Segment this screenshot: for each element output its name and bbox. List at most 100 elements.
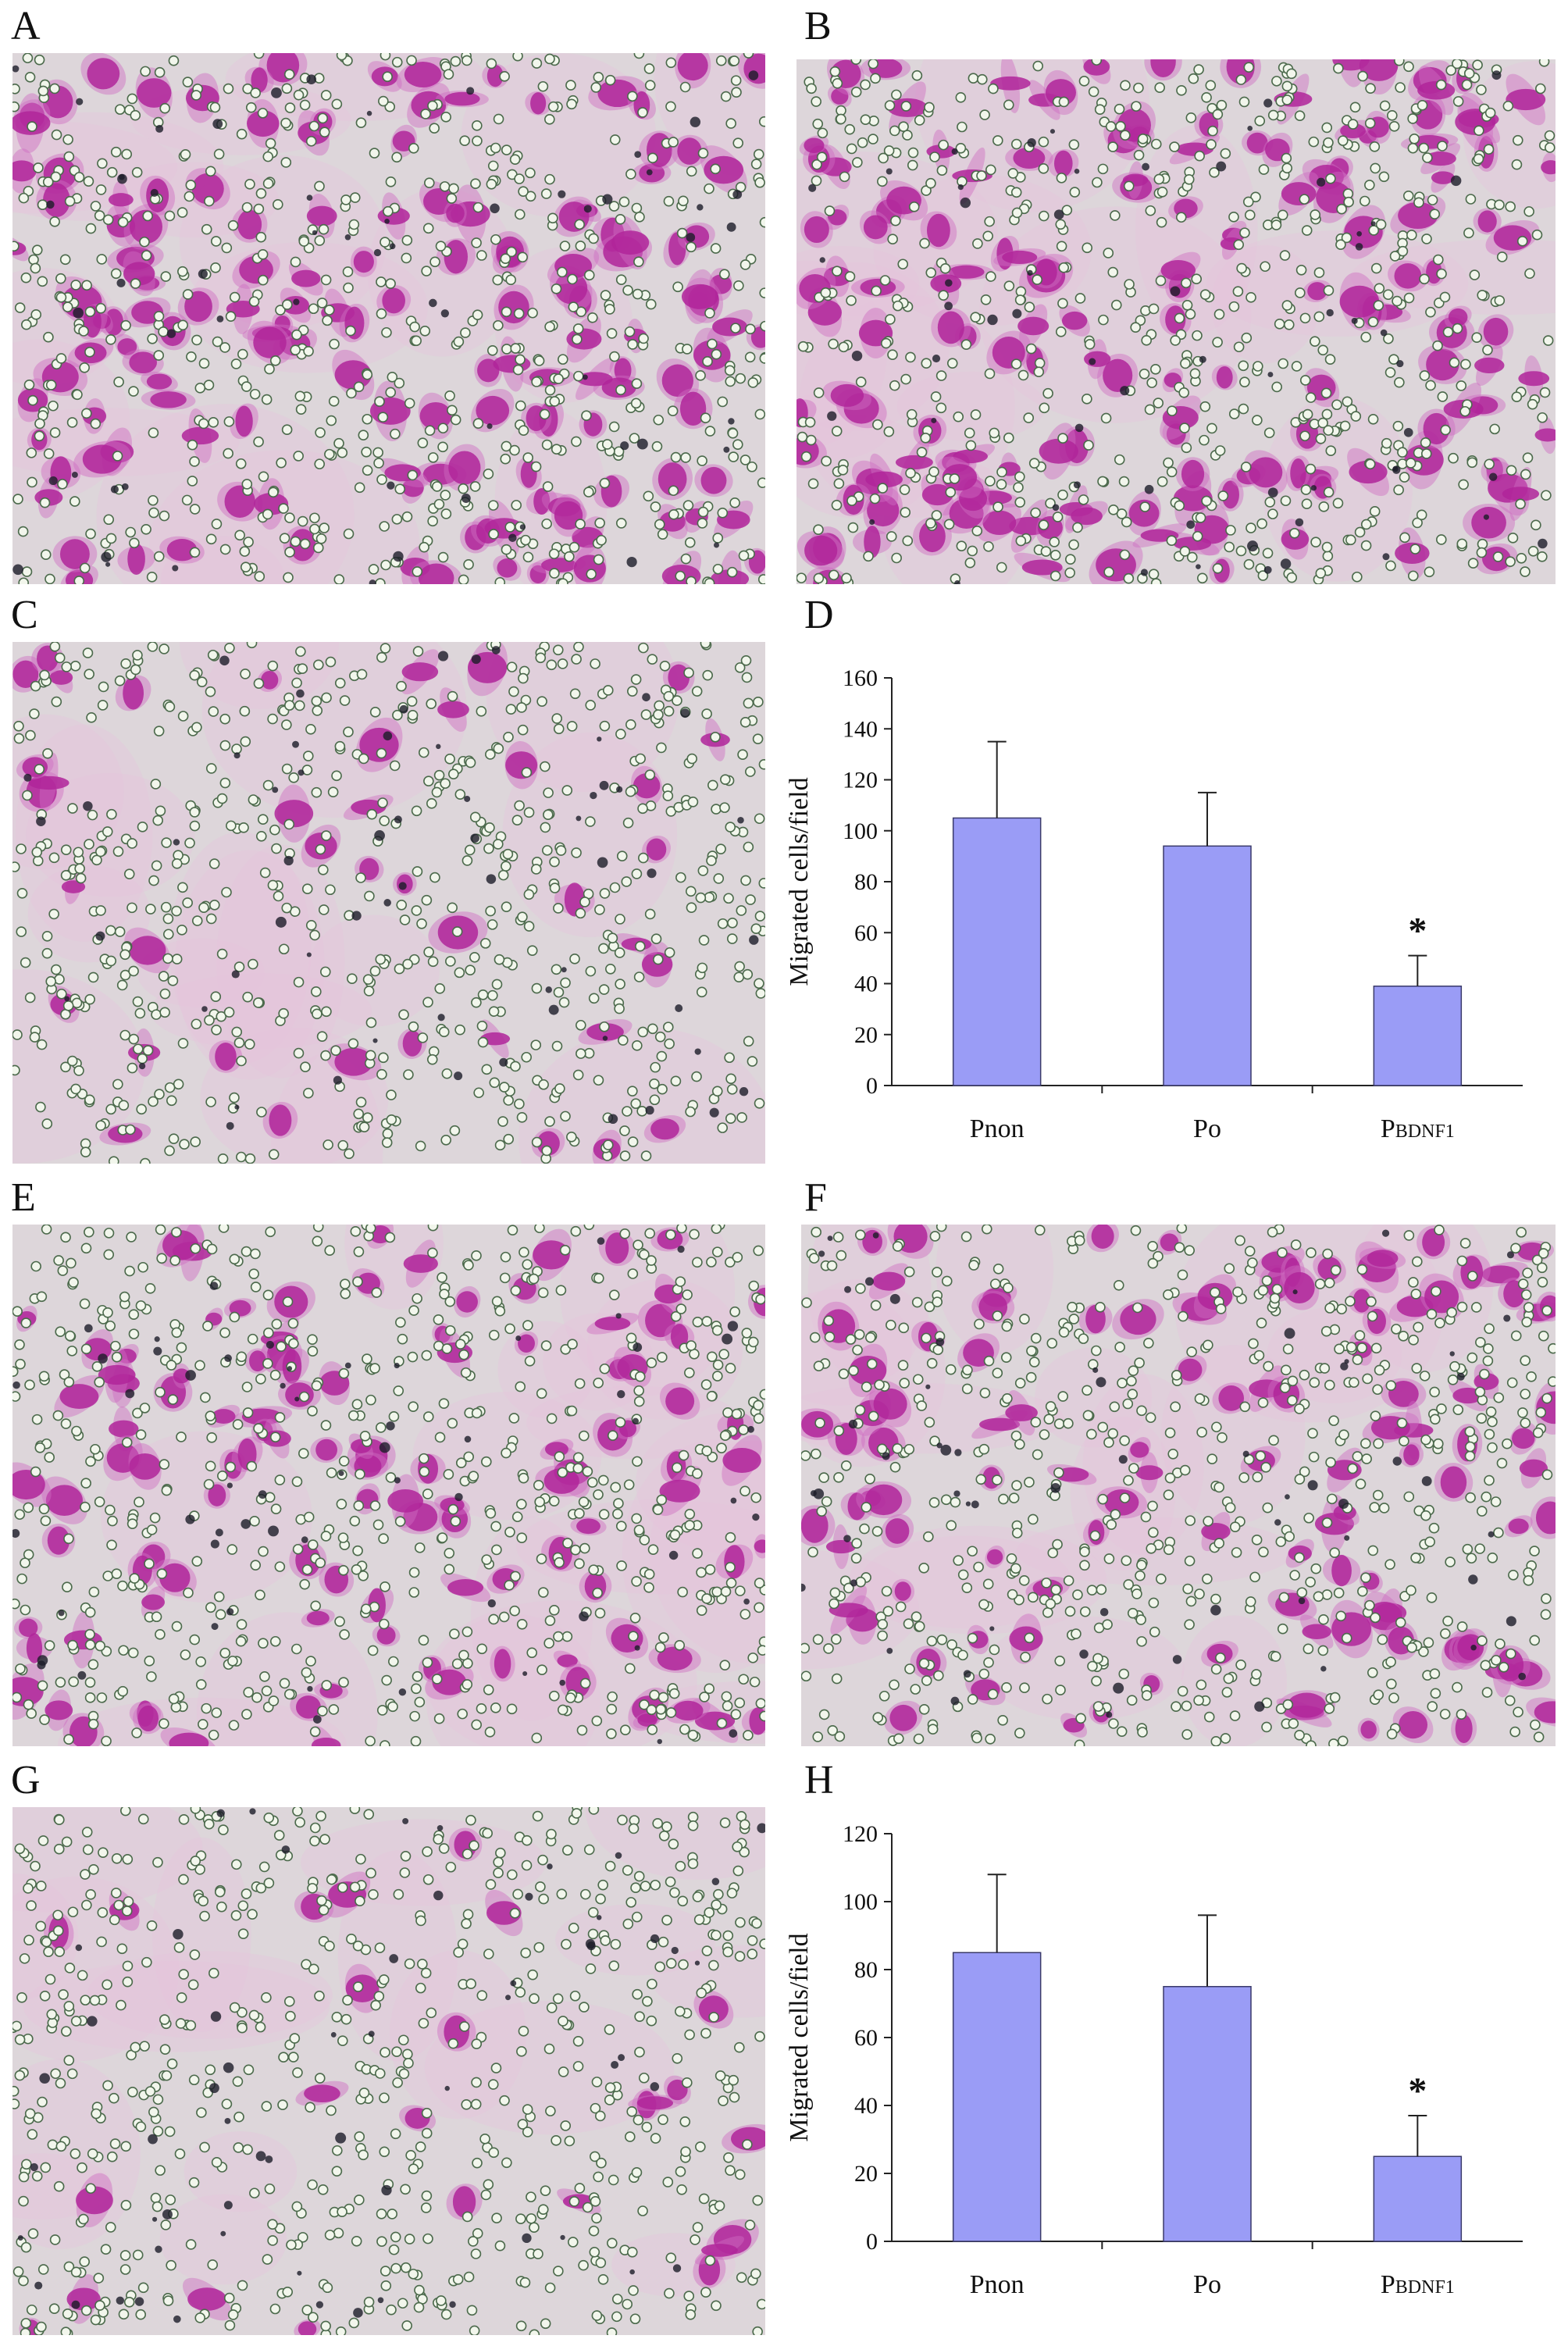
membrane-pore: [245, 102, 257, 113]
membrane-pore: [325, 884, 336, 896]
membrane-pore: [1003, 99, 1014, 111]
membrane-pore: [250, 87, 261, 98]
membrane-pore: [427, 1225, 439, 1232]
membrane-pore: [1169, 141, 1180, 152]
membrane-pore: [471, 997, 482, 1008]
stained-cell: [1390, 195, 1446, 236]
membrane-pore: [1001, 1682, 1012, 1693]
membrane-pore: [151, 1611, 162, 1623]
debris-dot: [275, 916, 287, 928]
membrane-pore: [403, 1069, 414, 1080]
membrane-pore: [209, 102, 221, 113]
membrane-pore: [578, 1496, 590, 1507]
membrane-pore: [367, 1645, 379, 1656]
membrane-pore: [27, 2129, 38, 2140]
membrane-pore: [293, 1047, 305, 1059]
membrane-pore: [1446, 1307, 1457, 1318]
membrane-pore: [708, 2012, 719, 2023]
debris-dot: [1254, 1701, 1265, 1712]
membrane-pore: [814, 1417, 825, 1428]
membrane-pore: [132, 996, 144, 1007]
membrane-pore: [599, 888, 611, 899]
debris-dot: [931, 417, 937, 423]
membrane-pore: [805, 434, 817, 446]
membrane-pore: [148, 507, 159, 519]
debris-dot: [84, 1324, 93, 1333]
membrane-pore: [1053, 1467, 1064, 1478]
stained-cell: [1477, 314, 1514, 350]
membrane-pore: [369, 148, 380, 159]
membrane-pore: [587, 1928, 599, 1940]
membrane-pore: [957, 1649, 968, 1661]
membrane-pore: [1245, 522, 1256, 533]
membrane-pore: [127, 2087, 138, 2098]
membrane-pore: [493, 113, 504, 125]
membrane-pore: [1199, 401, 1211, 412]
stained-cell: [185, 168, 230, 210]
membrane-pore: [598, 943, 609, 954]
membrane-pore: [492, 274, 504, 286]
membrane-pore: [1258, 164, 1270, 175]
debris-dot: [727, 1321, 739, 1332]
membrane-pore: [198, 902, 209, 913]
membrane-pore: [812, 1731, 824, 1742]
membrane-pore: [114, 926, 126, 937]
membrane-pore: [571, 1808, 583, 1819]
membrane-pore: [595, 1893, 606, 1905]
membrane-pore: [745, 766, 756, 777]
membrane-pore: [178, 1969, 190, 1980]
membrane-pore: [1420, 448, 1432, 459]
stained-cell: [642, 836, 671, 864]
membrane-pore: [353, 1246, 365, 1257]
membrane-pore: [105, 925, 116, 936]
debris-dot: [1470, 1644, 1477, 1651]
membrane-pore: [420, 2202, 432, 2213]
membrane-pore: [594, 1607, 606, 1619]
membrane-pore: [1322, 551, 1334, 562]
membrane-pore: [114, 675, 126, 686]
membrane-pore: [216, 1901, 227, 1913]
stained-cell: [659, 1382, 700, 1420]
membrane-pore: [491, 1296, 503, 1307]
membrane-pore: [553, 903, 564, 914]
membrane-pore: [105, 333, 116, 345]
membrane-pore: [601, 439, 613, 450]
membrane-pore: [135, 1429, 147, 1440]
membrane-pore: [1181, 1729, 1192, 1740]
membrane-pore: [231, 743, 242, 754]
membrane-pore: [946, 358, 958, 369]
membrane-pore: [593, 1377, 604, 1389]
membrane-pore: [1196, 572, 1208, 584]
membrane-pore: [244, 179, 255, 190]
debris-dot: [76, 98, 84, 105]
membrane-pore: [987, 1688, 999, 1700]
membrane-pore: [139, 1403, 151, 1414]
membrane-pore: [37, 2264, 49, 2275]
membrane-pore: [1299, 194, 1310, 205]
membrane-pore: [729, 1306, 740, 1317]
membrane-pore: [1323, 137, 1334, 148]
membrane-pore: [1097, 1493, 1109, 1505]
membrane-pore: [1014, 1439, 1025, 1450]
membrane-pore: [1467, 558, 1479, 569]
membrane-pore: [258, 274, 269, 286]
debris-dot: [116, 278, 126, 287]
membrane-pore: [380, 1740, 390, 1746]
membrane-pore: [1484, 107, 1496, 119]
stained-cell: [1278, 1690, 1336, 1720]
debris-dot: [963, 1670, 971, 1678]
membrane-pore: [656, 1494, 668, 1506]
membrane-pore: [531, 58, 543, 69]
membrane-pore: [60, 2326, 72, 2335]
stained-cell: [643, 1115, 686, 1143]
membrane-pore: [1335, 239, 1346, 251]
membrane-pore: [663, 195, 675, 207]
membrane-pore: [1206, 1453, 1218, 1465]
membrane-pore: [1456, 380, 1467, 391]
membrane-pore: [137, 1261, 148, 1273]
membrane-pore: [610, 1481, 622, 1493]
membrane-pore: [729, 2091, 740, 2103]
stained-cell: [1135, 1452, 1164, 1494]
membrane-pore: [159, 510, 170, 522]
membrane-pore: [568, 2196, 580, 2207]
